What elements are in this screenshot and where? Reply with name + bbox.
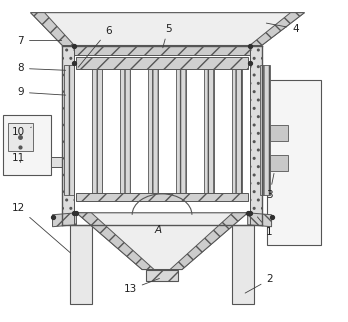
Bar [3, 115, 50, 175]
Bar [270, 155, 287, 171]
Polygon shape [31, 13, 74, 45]
Text: 1: 1 [258, 217, 273, 237]
Text: 12: 12 [12, 203, 70, 253]
Polygon shape [232, 65, 242, 195]
Bar [232, 225, 254, 304]
Text: 10: 10 [12, 127, 31, 137]
Text: A: A [154, 225, 161, 235]
Polygon shape [77, 213, 154, 270]
Text: 11: 11 [12, 153, 25, 163]
Polygon shape [74, 45, 250, 55]
Polygon shape [260, 65, 270, 195]
Text: 13: 13 [124, 279, 159, 294]
Bar [146, 270, 178, 281]
Polygon shape [92, 65, 102, 195]
Polygon shape [248, 213, 271, 227]
Text: 7: 7 [17, 35, 62, 45]
Bar [270, 125, 287, 141]
Polygon shape [63, 45, 74, 225]
Text: 6: 6 [78, 25, 112, 67]
Polygon shape [77, 57, 248, 70]
Polygon shape [148, 65, 158, 195]
Polygon shape [250, 13, 304, 45]
Polygon shape [176, 65, 186, 195]
Text: 3: 3 [266, 174, 274, 200]
Text: 4: 4 [266, 23, 299, 33]
Text: 9: 9 [17, 87, 66, 97]
Polygon shape [53, 213, 77, 227]
Text: 5: 5 [163, 24, 171, 48]
Bar [50, 157, 63, 167]
Bar [8, 123, 33, 151]
Bar [70, 225, 92, 304]
Polygon shape [64, 65, 74, 195]
Text: 2: 2 [245, 274, 273, 293]
Polygon shape [77, 193, 248, 201]
Text: 8: 8 [17, 63, 66, 73]
Polygon shape [77, 213, 248, 270]
Polygon shape [204, 65, 214, 195]
Polygon shape [170, 213, 248, 270]
Polygon shape [31, 13, 305, 45]
Polygon shape [120, 65, 130, 195]
Polygon shape [250, 45, 262, 225]
Bar [267, 80, 321, 245]
